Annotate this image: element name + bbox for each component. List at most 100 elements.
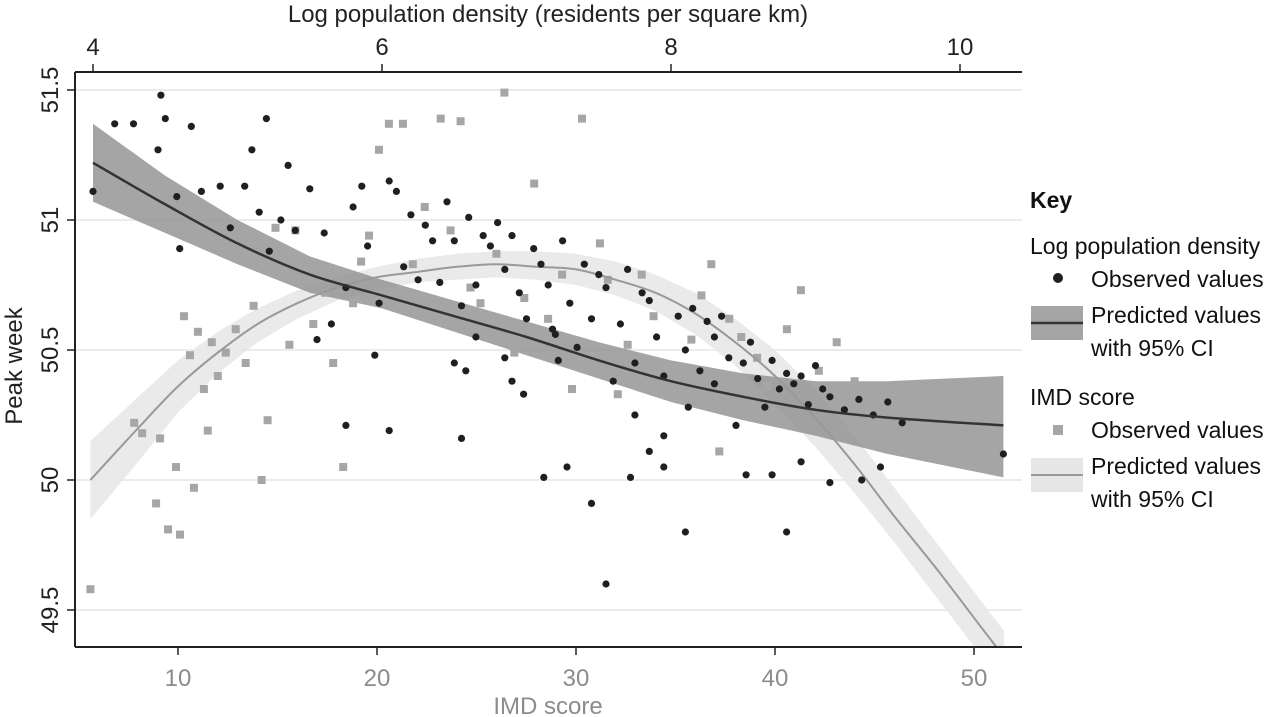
density-observed-point xyxy=(530,245,538,253)
density-observed-point xyxy=(999,450,1008,458)
density-observed-point xyxy=(385,177,393,185)
imd-observed-point xyxy=(466,283,475,292)
y-axis-title: Peak week xyxy=(1,306,28,424)
density-observed-point xyxy=(660,432,668,440)
imd-observed-point xyxy=(86,585,95,594)
imd-observed-point xyxy=(637,270,646,279)
imd-observed-point xyxy=(185,351,194,360)
density-observed-point xyxy=(746,338,755,346)
imd-observed-point xyxy=(180,312,188,321)
bottom-axis-tick-label: 30 xyxy=(563,665,590,692)
legend-title: Key xyxy=(1030,187,1072,213)
top-axis-title: Log population density (residents per sq… xyxy=(288,1,808,28)
imd-observed-point xyxy=(737,333,746,341)
plot-area xyxy=(86,88,1008,647)
density-observed-point xyxy=(645,297,653,305)
density-observed-point xyxy=(349,203,357,211)
density-observed-point xyxy=(609,377,617,385)
imd-observed-point xyxy=(339,463,348,471)
density-observed-point xyxy=(732,421,740,429)
density-observed-point xyxy=(653,333,661,341)
density-observed-point xyxy=(826,479,834,487)
imd-observed-point xyxy=(152,499,161,508)
density-observed-point xyxy=(563,463,571,471)
imd-observed-point xyxy=(279,270,288,279)
imd-observed-point xyxy=(544,314,553,323)
imd-observed-point xyxy=(398,119,407,128)
bottom-axis-title: IMD score xyxy=(493,693,602,717)
density-observed-point xyxy=(554,356,562,364)
density-observed-point xyxy=(602,580,610,588)
imd-observed-point xyxy=(832,338,841,347)
density-observed-point xyxy=(783,369,791,377)
axis-ticks: 4 6 8 10 10 20 30 40 50 49.5 50 50.5 51 51.5 xyxy=(37,34,987,692)
density-observed-point xyxy=(645,447,653,455)
density-observed-point xyxy=(327,320,335,328)
density-observed-point xyxy=(710,333,719,341)
density-observed-point xyxy=(462,367,470,375)
imd-predicted-line xyxy=(89,263,998,647)
density-observed-point xyxy=(472,281,480,289)
imd-observed-point xyxy=(649,312,658,321)
y-axis-tick-label: 50.5 xyxy=(37,327,64,374)
imd-observed-point xyxy=(130,418,139,427)
imd-observed-point xyxy=(375,145,383,154)
imd-observed-point xyxy=(725,314,734,323)
density-observed-point xyxy=(739,359,747,367)
density-observed-point xyxy=(761,403,769,411)
density-observed-point xyxy=(797,372,805,380)
density-observed-point xyxy=(768,471,776,479)
imd-observed-point xyxy=(138,429,147,438)
density-observed-point xyxy=(660,463,668,471)
density-observed-point xyxy=(573,343,581,351)
density-observed-point xyxy=(157,91,165,99)
density-observed-point xyxy=(176,245,184,253)
imd-observed-point xyxy=(850,377,859,386)
imd-observed-point xyxy=(687,335,696,344)
density-observed-point xyxy=(840,406,849,414)
imd-observed-point xyxy=(164,525,173,534)
density-observed-point xyxy=(742,471,750,479)
density-observed-point xyxy=(855,395,863,403)
imd-observed-point xyxy=(697,291,706,300)
density-observed-point xyxy=(710,380,719,388)
density-observed-point xyxy=(616,320,625,328)
imd-observed-point xyxy=(156,434,165,443)
density-observed-point xyxy=(479,232,487,240)
legend-group-imd-title: IMD score xyxy=(1030,384,1135,410)
imd-observed-point xyxy=(213,372,222,380)
density-observed-point xyxy=(306,185,314,193)
top-axis-tick-label: 6 xyxy=(375,34,388,61)
density-observed-point xyxy=(876,463,885,471)
imd-observed-point xyxy=(271,223,280,232)
legend-density-predicted-label: Predicted values xyxy=(1091,302,1261,328)
density-observed-point xyxy=(375,299,383,307)
imd-observed-point xyxy=(530,179,539,188)
density-observed-point xyxy=(595,271,603,279)
imd-observed-point xyxy=(595,239,604,248)
imd-observed-point xyxy=(558,270,567,279)
imd-observed-point xyxy=(349,299,358,308)
legend-imd-predicted-label: Predicted values xyxy=(1091,453,1261,479)
legend-density-observed-label: Observed values xyxy=(1091,266,1264,292)
imd-observed-point xyxy=(189,483,198,492)
bottom-axis-tick-label: 10 xyxy=(165,665,192,692)
imd-observed-point xyxy=(199,385,208,393)
legend: Key Log population density Observed valu… xyxy=(1030,187,1264,512)
density-observed-point xyxy=(414,276,422,284)
density-observed-point xyxy=(858,476,866,484)
imd-observed-point xyxy=(207,338,216,347)
imd-observed-point xyxy=(510,348,519,357)
y-axis-tick-label: 49.5 xyxy=(37,587,64,634)
density-observed-point xyxy=(559,237,567,245)
imd-observed-point xyxy=(408,260,417,269)
density-observed-point xyxy=(284,161,292,169)
legend-density-observed-marker xyxy=(1053,273,1063,283)
imd-observed-point xyxy=(492,249,501,258)
density-observed-point xyxy=(638,289,646,297)
density-observed-point xyxy=(522,315,531,323)
imd-observed-point xyxy=(623,340,632,349)
imd-observed-point xyxy=(868,403,877,412)
density-observed-point xyxy=(216,182,224,190)
top-axis-tick-label: 8 xyxy=(664,34,677,61)
